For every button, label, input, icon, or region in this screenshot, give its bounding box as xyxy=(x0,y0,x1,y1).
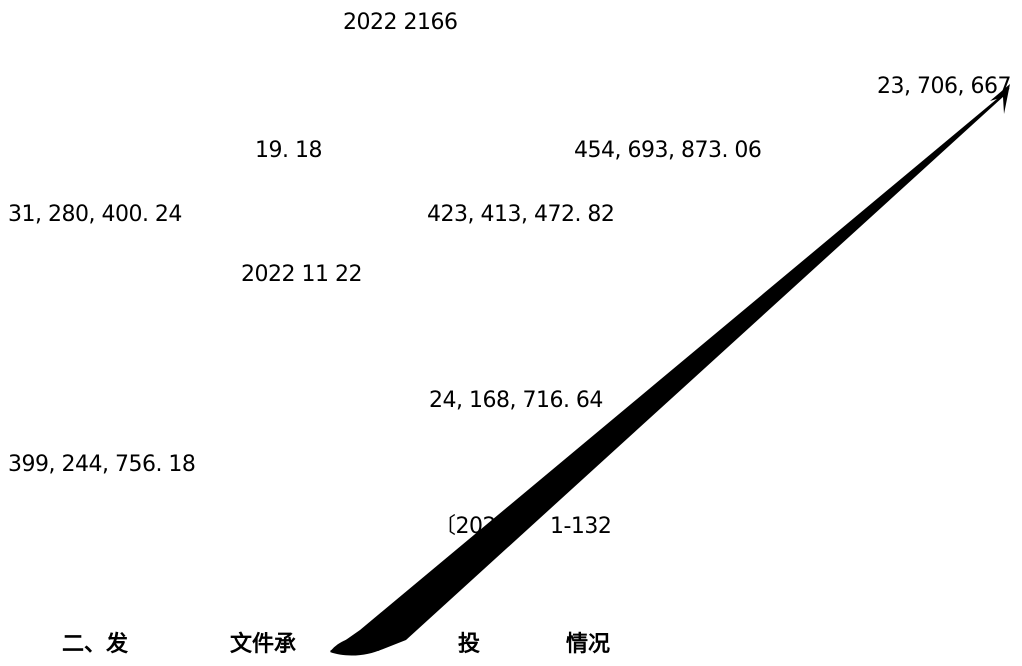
redaction-stroke-arrowhead xyxy=(990,84,1010,114)
heading-part-3: 投 xyxy=(458,632,481,657)
value-a-text: 23, 706, 667 xyxy=(877,74,1011,99)
ratio-text: 19. 18 xyxy=(255,138,322,163)
year-range-text: 2022 2166 xyxy=(343,10,458,35)
value-b-text: 454, 693, 873. 06 xyxy=(574,138,762,163)
heading-part-4: 情况 xyxy=(566,632,611,657)
value-d-text: 423, 413, 472. 82 xyxy=(427,202,615,227)
value-f-text: 399, 244, 756. 18 xyxy=(8,452,196,477)
heading-part-1: 二、发 xyxy=(62,632,129,657)
redaction-stroke-blob xyxy=(330,636,384,656)
value-c-text: 31, 280, 400. 24 xyxy=(8,202,182,227)
date-text: 2022 11 22 xyxy=(241,262,362,287)
redaction-stroke-wedge xyxy=(330,88,1010,651)
value-e-text: 24, 168, 716. 64 xyxy=(429,388,603,413)
doc-ref-end-text: 1-132 xyxy=(550,514,612,539)
heading-part-2: 文件承 xyxy=(230,632,297,657)
